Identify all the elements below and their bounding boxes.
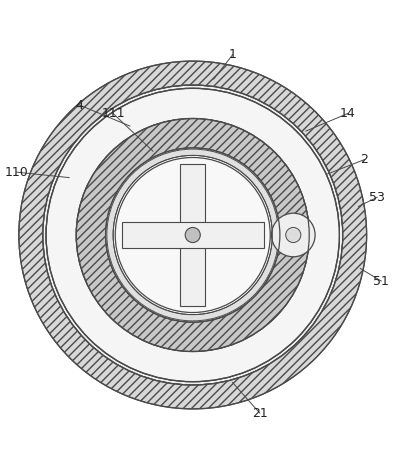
Wedge shape [107,149,279,321]
Text: 21: 21 [252,407,268,420]
Circle shape [272,213,315,257]
Text: 53: 53 [369,191,385,204]
Wedge shape [46,88,339,382]
Circle shape [115,157,270,313]
Circle shape [286,227,301,243]
Text: 2: 2 [361,153,368,166]
Text: 51: 51 [373,274,389,288]
Text: 1: 1 [229,48,236,61]
Text: 110: 110 [5,165,28,179]
Text: 111: 111 [101,107,125,120]
Text: 14: 14 [340,107,356,120]
Bar [122,222,264,248]
Wedge shape [76,118,309,352]
Wedge shape [19,61,367,409]
Text: 4: 4 [76,99,83,111]
Wedge shape [43,85,343,385]
Circle shape [185,227,200,243]
Bar [180,164,205,306]
